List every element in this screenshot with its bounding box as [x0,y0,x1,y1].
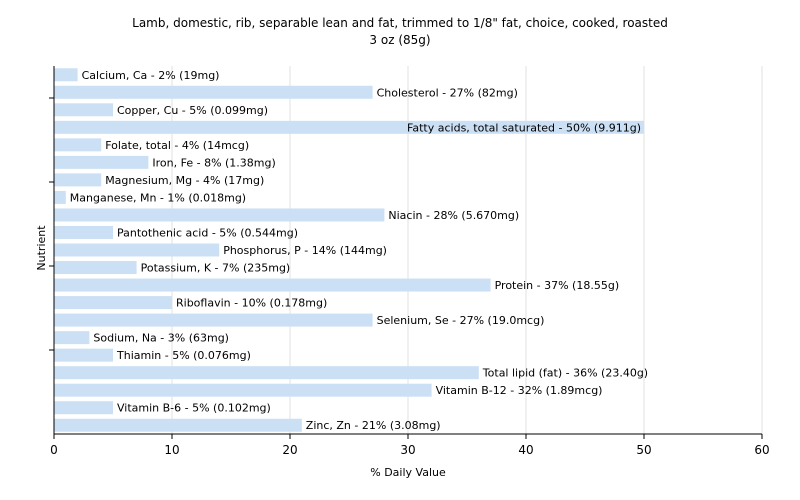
bar [54,418,302,432]
bar-data-label: Sodium, Na - 3% (63mg) [93,332,229,345]
bar-data-label: Total lipid (fat) - 36% (23.40g) [482,367,648,380]
bar-data-label: Iron, Fe - 8% (1.38mg) [152,156,275,169]
bar-data-label: Fatty acids, total saturated - 50% (9.91… [407,121,641,134]
bar-data-label: Vitamin B-6 - 5% (0.102mg) [117,402,271,415]
x-tick-label: 10 [164,443,179,457]
bar-data-label: Calcium, Ca - 2% (19mg) [82,69,220,82]
bar [54,243,220,257]
bar [54,103,113,117]
bar [54,261,137,275]
y-axis-title: Nutrient [35,225,48,271]
bar-data-label: Vitamin B-12 - 32% (1.89mcg) [436,384,603,397]
bar-data-label: Potassium, K - 7% (235mg) [141,262,291,275]
bar [54,366,479,380]
bar [54,313,373,327]
x-tick-label: 30 [400,443,415,457]
x-tick-label: 60 [754,443,769,457]
bar-data-label: Protein - 37% (18.55g) [495,279,620,292]
bar-data-label: Phosphorus, P - 14% (144mg) [223,244,387,257]
bar-data-label: Selenium, Se - 27% (19.0mcg) [377,314,545,327]
chart-title: Lamb, domestic, rib, separable lean and … [132,16,668,30]
bar-data-label: Riboflavin - 10% (0.178mg) [176,297,327,310]
bar [54,120,644,134]
bar [54,85,373,99]
bar [54,331,90,345]
bar [54,278,491,292]
bar [54,173,102,187]
axes [49,66,763,439]
chart-subtitle: 3 oz (85g) [369,33,430,47]
bar-data-label: Pantothenic acid - 5% (0.544mg) [117,226,298,239]
bar-data-label: Folate, total - 4% (14mcg) [105,139,249,152]
bars: Calcium, Ca - 2% (19mg) Cholesterol - 27%… [54,68,648,432]
bar [54,208,385,222]
bar-data-label: Copper, Cu - 5% (0.099mg) [117,104,268,117]
bar [54,155,149,169]
bar-data-label: Magnesium, Mg - 4% (17mg) [105,174,264,187]
x-tick-labels: 0 10 20 30 40 50 60 [50,443,769,457]
bar [54,190,66,204]
bar [54,68,78,82]
bar-data-label: Zinc, Zn - 21% (3.08mg) [306,419,441,432]
bar [54,383,432,397]
x-tick-label: 40 [518,443,533,457]
bar [54,138,102,152]
bar-data-label: Manganese, Mn - 1% (0.018mg) [70,191,246,204]
x-tick-label: 20 [282,443,297,457]
x-tick-label: 0 [50,443,58,457]
bar [54,225,113,239]
x-tick-label: 50 [636,443,651,457]
bar [54,401,113,415]
bar [54,296,172,310]
bar [54,348,113,362]
bar-data-label: Niacin - 28% (5.670mg) [388,209,519,222]
x-axis-title: % Daily Value [370,466,446,479]
bar-data-label: Cholesterol - 27% (82mg) [377,86,518,99]
bar-data-label: Thiamin - 5% (0.076mg) [116,349,251,362]
